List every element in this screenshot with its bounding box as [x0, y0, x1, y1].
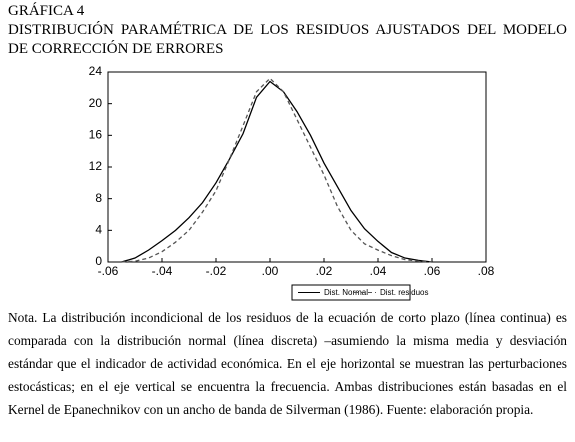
y-tick-label: 0 [95, 254, 102, 268]
note: Nota. La distribución incondicional de l… [8, 310, 567, 417]
x-tick-label: .00 [262, 264, 279, 278]
y-tick-label: 20 [89, 96, 103, 110]
chart-subtitle: DISTRIBUCIÓN PARAMÉTRICA DE LOS RESIDUOS… [8, 22, 567, 57]
x-tick-label: .02 [316, 264, 333, 278]
plot-frame [107, 71, 487, 263]
x-tick-label: -.02 [206, 264, 227, 278]
x-tick-label: .08 [478, 264, 495, 278]
x-tick-label: -.06 [98, 264, 119, 278]
x-tick-label: .06 [424, 264, 441, 278]
chart-title: GRÁFICA 4 [8, 3, 85, 19]
y-tick-label: 4 [95, 223, 102, 237]
chart: 0 4 8 12 16 20 24 -.06 -.04 -.02 .00 .02 .04 .06 .08 Di… [89, 64, 495, 301]
y-tick-label: 8 [95, 191, 102, 205]
series-line [121, 80, 433, 263]
legend-label: Dist. Normal [324, 288, 368, 297]
series-line [121, 77, 433, 263]
legend-box [291, 284, 411, 301]
legend-label: Dist. residuos [380, 288, 428, 297]
x-tick-label: .04 [370, 264, 387, 278]
x-tick-label: -.04 [152, 264, 173, 278]
y-tick-label: 16 [89, 128, 103, 142]
y-tick-label: 12 [89, 159, 103, 173]
y-tick-label: 24 [89, 64, 103, 78]
